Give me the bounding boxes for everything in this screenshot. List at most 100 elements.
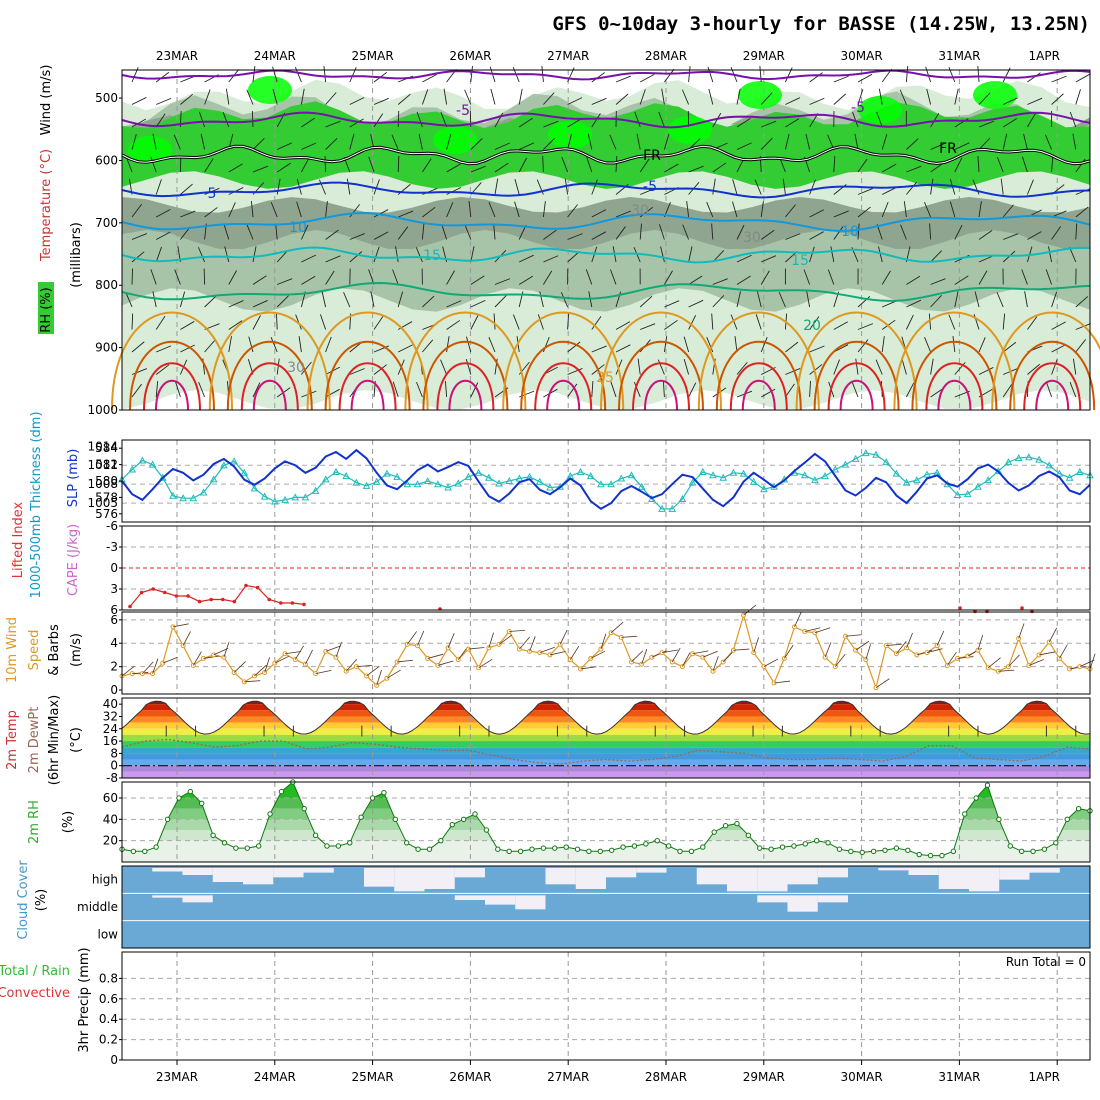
wind-barb <box>734 336 738 353</box>
wind-barb <box>688 299 704 308</box>
wind-barb <box>447 632 455 649</box>
y-label-thickness: 1000-500mb Thickness (dm) <box>29 411 44 598</box>
rh-point <box>472 811 478 817</box>
wind-barb <box>658 111 665 128</box>
rh-point <box>301 805 307 812</box>
wind-barb <box>464 224 472 240</box>
rh-point <box>460 816 467 823</box>
rh-point <box>415 846 421 852</box>
temperature-contour-20 <box>121 281 1091 302</box>
thickness-point <box>678 494 687 503</box>
wind-barb <box>567 204 578 218</box>
wind-barb <box>406 631 417 645</box>
rh-legend-swatch <box>38 282 54 334</box>
wind-barb <box>706 202 714 218</box>
wind-barb <box>416 381 423 398</box>
wind-barb <box>639 223 642 240</box>
wind-barb <box>543 229 557 240</box>
wind-barb <box>615 210 632 218</box>
wind-barb <box>155 381 159 398</box>
rh-point <box>848 848 854 855</box>
y-label-cloud-2: (%) <box>34 889 49 912</box>
y-label-temp-2: 2m DewPt <box>27 707 42 774</box>
wind-barb <box>366 666 380 677</box>
thickness-point <box>169 491 177 499</box>
y-tick-label: 6 <box>110 603 118 617</box>
wind-barb <box>711 313 714 330</box>
wind-barb <box>441 224 448 240</box>
contour-label: 5 <box>208 186 217 202</box>
y-tick-label: 0 <box>110 561 118 575</box>
wind-barb <box>1075 339 1087 353</box>
wind-barb <box>1051 75 1067 83</box>
cloud-high-gap <box>454 868 485 878</box>
wind-barb <box>1027 113 1036 128</box>
thickness-point <box>138 456 147 464</box>
rh-point <box>973 795 979 801</box>
wind-barb <box>392 269 399 285</box>
thickness-point <box>902 478 911 486</box>
wind-barb <box>978 201 982 218</box>
panel-upper-air: -5 -5 FR FR 5 -5 10 10 15 15 20 25 30 30 30 500 600 700 80… <box>87 66 1100 417</box>
rh-point <box>905 847 911 853</box>
wind-barb <box>246 224 254 240</box>
wind-barb <box>1045 381 1053 398</box>
wind-barb <box>587 133 593 150</box>
wind-barb <box>664 270 673 285</box>
cloud-middle-gap <box>182 895 213 903</box>
wind-barb <box>736 254 752 263</box>
date-label-bottom: 26MAR <box>449 1070 491 1084</box>
wind-barb <box>494 162 509 173</box>
y-tick-label: 700 <box>95 216 118 230</box>
temp-band <box>122 771 1090 778</box>
wind-barb <box>391 134 399 150</box>
wind-barb <box>228 320 243 330</box>
y-tick-label: -8 <box>106 771 118 785</box>
wind-barb <box>1075 223 1078 240</box>
wind-barb <box>567 383 578 398</box>
cloud-high-gap <box>938 868 969 889</box>
panel-frame <box>121 697 1091 779</box>
wind-barb <box>633 381 641 398</box>
lifted-index-point <box>209 597 213 602</box>
wind-barb <box>857 223 860 240</box>
wind-barb <box>1059 644 1068 659</box>
wind-barb <box>809 231 824 240</box>
wind-barb <box>470 66 473 83</box>
y-tick-label: 20 <box>103 834 118 848</box>
wind-barb <box>954 157 963 173</box>
y-tick-label: 32 <box>103 709 118 723</box>
y-label-rh2m-2: (%) <box>61 811 76 834</box>
lifted-index-point <box>174 594 179 598</box>
thickness-point <box>281 495 289 503</box>
y-tick-label: 0 <box>110 683 118 697</box>
rh-point <box>255 843 262 849</box>
y-tick-label: 0 <box>110 1053 118 1067</box>
lifted-index-point <box>279 601 283 605</box>
cloud-layer-label: middle <box>77 900 118 914</box>
panel-cloud-cover: high middle low <box>77 865 1091 949</box>
wind-barb <box>1038 651 1055 656</box>
cloud-high-gap <box>394 868 425 892</box>
temperature-contour-surface <box>502 311 625 411</box>
y-label-rh2m-1: 2m RH <box>27 800 42 844</box>
cloud-high-gap <box>1029 868 1060 873</box>
wind-barb <box>415 247 423 263</box>
wind-barb <box>470 165 486 173</box>
date-label-top: 30MAR <box>841 49 883 63</box>
temperature-contour-surface <box>111 311 233 411</box>
wind-barb <box>252 66 256 83</box>
wind-barb <box>591 209 607 218</box>
wind-barb <box>417 630 425 646</box>
wind-barb <box>470 246 475 263</box>
wind-barb <box>1051 321 1066 330</box>
wind-barb <box>319 179 327 195</box>
y-label-precip-3: 3hr Precip (mm) <box>77 947 92 1052</box>
cloud-high-gap <box>212 868 243 882</box>
wind-barb <box>833 344 849 353</box>
contour-label: -5 <box>851 100 865 116</box>
wind-barb <box>805 133 811 150</box>
date-label-top: 29MAR <box>743 49 785 63</box>
wind-barb <box>156 97 172 105</box>
thickness-point <box>413 480 422 488</box>
